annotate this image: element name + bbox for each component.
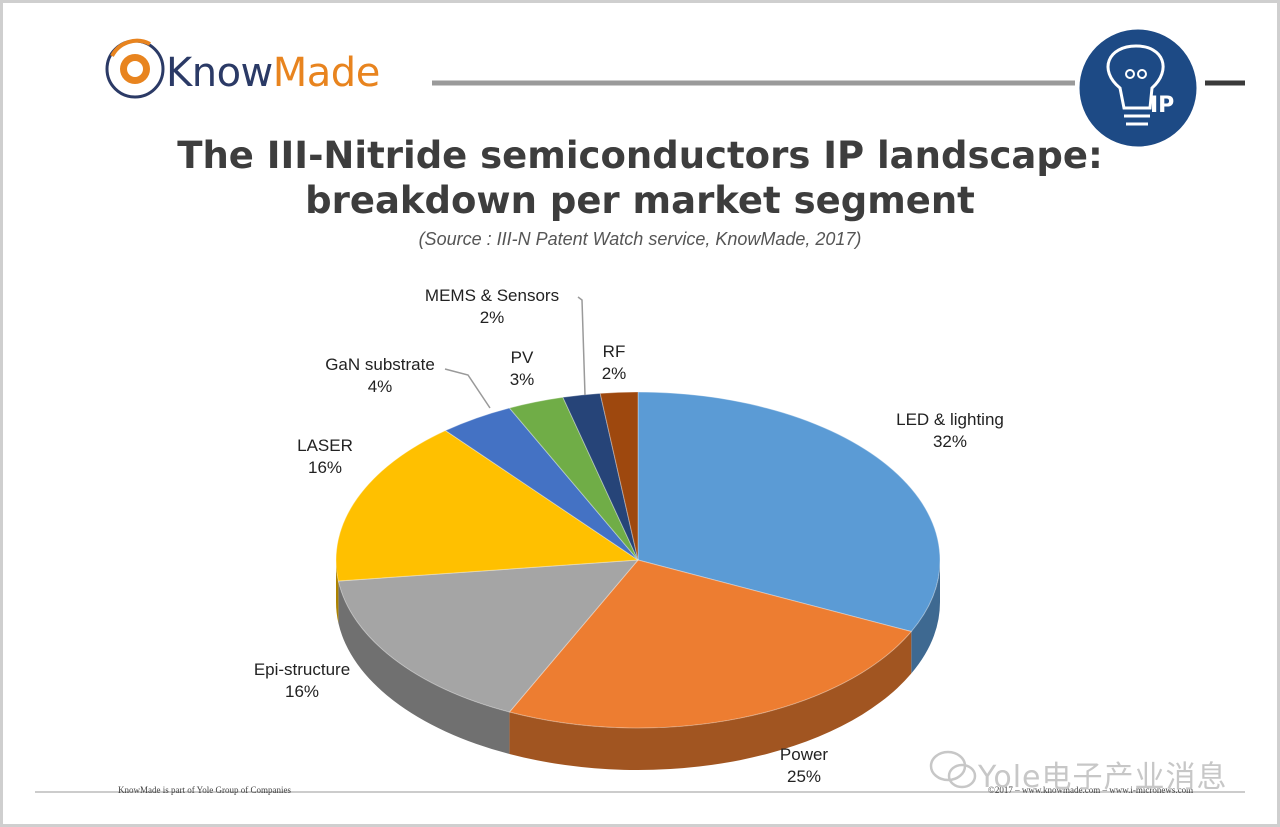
label-rf-value: 2% bbox=[601, 364, 627, 383]
knowmade-logo-icon bbox=[105, 38, 165, 99]
label-mems: MEMS & Sensors 2% bbox=[425, 285, 559, 329]
pie-sides bbox=[336, 560, 940, 770]
knowmade-logo-text: KnowMade bbox=[166, 48, 380, 98]
label-laser: LASER 16% bbox=[297, 435, 353, 479]
label-epi: Epi-structure 16% bbox=[254, 659, 350, 703]
ip-badge-label: IP bbox=[1150, 93, 1175, 118]
label-mems-value: 2% bbox=[479, 308, 505, 327]
chart-source: (Source : III-N Patent Watch service, Kn… bbox=[418, 229, 862, 249]
label-led: LED & lighting 32% bbox=[896, 409, 1004, 453]
label-laser-value: 16% bbox=[307, 458, 343, 477]
pie-side-1 bbox=[509, 631, 912, 770]
footer-right-text: ©2017 – www.knowmade.com – www.i-microne… bbox=[988, 785, 1194, 795]
pie-slice-led-lighting bbox=[637, 391, 941, 633]
logo-know: Know bbox=[166, 50, 273, 96]
pie-slice-mems-sensors bbox=[562, 392, 639, 561]
label-pv-name: PV bbox=[510, 348, 534, 367]
pie-slice-rf bbox=[599, 391, 639, 561]
label-gan-name: GaN substrate bbox=[325, 355, 435, 374]
label-epi-value: 16% bbox=[284, 682, 320, 701]
pie-side-2 bbox=[338, 581, 510, 755]
footer-left-text: KnowMade is part of Yole Group of Compan… bbox=[118, 785, 291, 795]
label-power: Power 25% bbox=[780, 744, 828, 788]
pie-side-3 bbox=[336, 560, 339, 624]
label-pv: PV 3% bbox=[510, 347, 535, 391]
ip-lightbulb-icon bbox=[1076, 26, 1200, 150]
logo-made: Made bbox=[272, 50, 381, 96]
label-laser-name: LASER bbox=[297, 436, 353, 455]
label-epi-name: Epi-structure bbox=[253, 660, 351, 679]
pie-slice-power bbox=[508, 559, 913, 729]
label-rf-name: RF bbox=[602, 342, 626, 361]
chart-title-line1: The III-Nitride semiconductors IP landsc… bbox=[177, 134, 1103, 177]
pie-slice-pv bbox=[508, 396, 639, 561]
label-mems-name: MEMS & Sensors bbox=[424, 286, 560, 305]
label-power-name: Power bbox=[779, 745, 829, 764]
chart-title-line2: breakdown per market segment bbox=[305, 179, 975, 222]
pie-slice-gan-substrate bbox=[444, 407, 639, 561]
label-gan: GaN substrate 4% bbox=[325, 354, 435, 398]
label-gan-value: 4% bbox=[367, 377, 393, 396]
label-led-name: LED & lighting bbox=[896, 410, 1004, 429]
pie-slice-epi-structure bbox=[337, 559, 640, 713]
leader-line-mems bbox=[577, 296, 586, 396]
wechat-icon bbox=[929, 750, 977, 789]
pie-side-0 bbox=[911, 560, 940, 674]
label-rf: RF 2% bbox=[602, 341, 627, 385]
leader-line-gan bbox=[444, 368, 491, 409]
label-power-value: 25% bbox=[786, 767, 822, 786]
watermark-text: Yole电子产业消息 bbox=[978, 760, 1228, 795]
pie-chart bbox=[335, 391, 941, 770]
pie-slice-laser bbox=[335, 429, 640, 582]
label-led-value: 32% bbox=[932, 432, 968, 451]
label-pv-value: 3% bbox=[509, 370, 535, 389]
